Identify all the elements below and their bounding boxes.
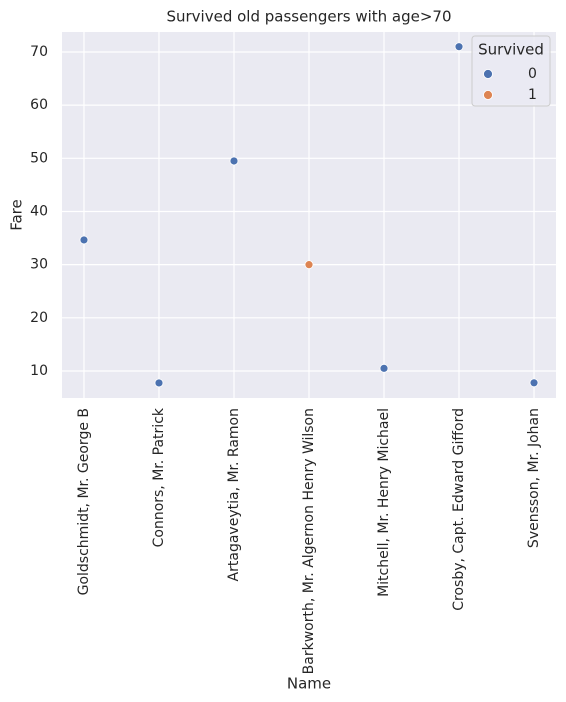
point (304, 260, 314, 270)
x-tick-label: Svensson, Mr. Johan (526, 408, 542, 548)
x-axis-label: Name (287, 675, 331, 693)
chart-title: Survived old passengers with age>70 (166, 8, 451, 26)
point (454, 42, 464, 52)
y-tick-label: 20 (30, 310, 48, 326)
x-tick-label: Mitchell, Mr. Henry Michael (376, 408, 392, 597)
legend-title: Survived (478, 41, 544, 59)
legend-box (471, 35, 551, 107)
point (379, 363, 389, 373)
x-tick-label: Barkworth, Mr. Algernon Henry Wilson (301, 408, 317, 674)
legend-marker (483, 69, 493, 79)
y-tick-label: 10 (30, 363, 48, 379)
point (529, 378, 539, 388)
point (154, 378, 164, 388)
legend: Survived 0 1 (471, 35, 551, 107)
x-tick-label: Connors, Mr. Patrick (151, 407, 167, 547)
point (79, 235, 89, 245)
x-tick-label: Goldschmidt, Mr. George B (76, 408, 92, 595)
x-tick-label: Crosby, Capt. Edward Gifford (451, 408, 467, 611)
y-tick-label: 50 (30, 150, 48, 166)
x-tick-label: Artagaveytia, Mr. Ramon (226, 408, 242, 581)
marks (79, 42, 539, 388)
y-tick-label: 70 (30, 44, 48, 60)
legend-label: 0 (528, 66, 537, 82)
point (229, 156, 239, 166)
y-tick-label: 30 (30, 257, 48, 273)
legend-marker (483, 90, 493, 100)
y-tick-label: 40 (30, 203, 48, 219)
y-axis-label: Fare (8, 199, 26, 231)
legend-label: 1 (528, 87, 537, 103)
y-tick-label: 60 (30, 97, 48, 113)
